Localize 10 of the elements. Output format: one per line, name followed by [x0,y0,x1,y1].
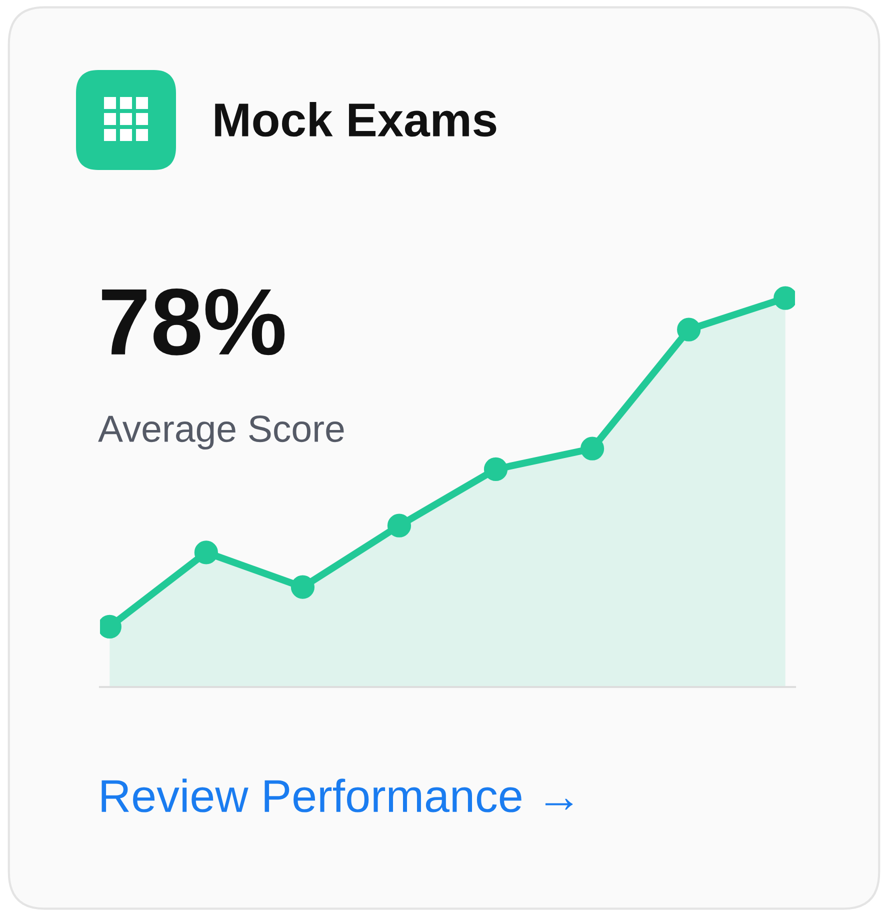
point [387,514,412,538]
point [677,318,701,342]
point [580,436,604,460]
point [194,540,218,564]
annotation: Average Score [98,416,344,450]
annotation: 78% [102,288,285,356]
chart-title: Mock Exams [215,102,496,137]
text: Review Performance → [102,778,573,812]
point [484,457,508,482]
point [290,575,315,599]
